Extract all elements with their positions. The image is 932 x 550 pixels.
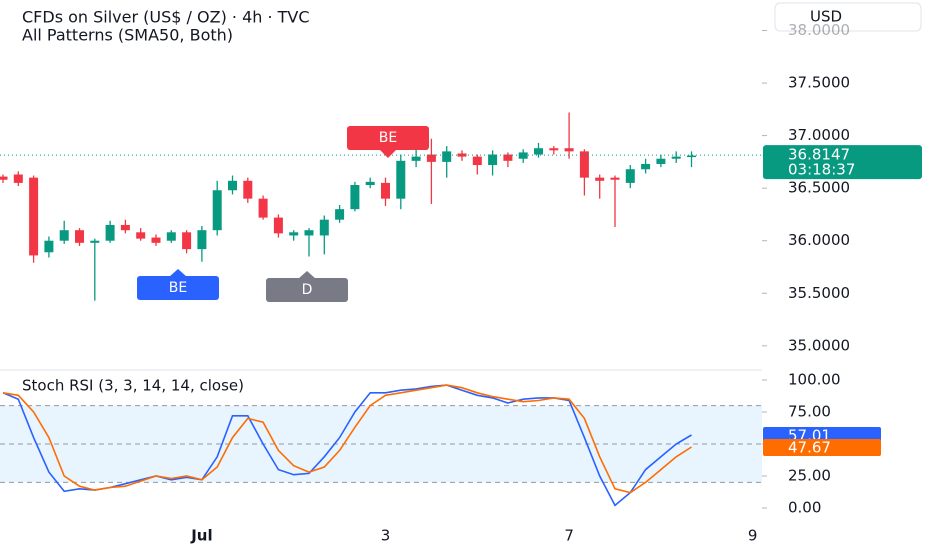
stoch-line [2, 384, 692, 494]
y-tick-label: 35.0000 [788, 336, 850, 354]
candle-body [518, 152, 528, 159]
x-tick-label: 9 [748, 527, 758, 545]
last-price-label: 36.8147 [788, 146, 850, 164]
candle-body [243, 180, 253, 199]
candle-body [13, 174, 23, 183]
candle-body [166, 232, 176, 241]
y-tick-label: 25.00 [788, 466, 831, 484]
candle-body [472, 156, 482, 166]
candle-body [335, 209, 345, 220]
pattern-text: D [302, 282, 313, 298]
y-tick-label: 75.00 [788, 402, 831, 420]
candle-body [671, 156, 681, 159]
candle-body [182, 232, 192, 250]
candle-body [105, 224, 115, 241]
pattern-box [137, 276, 219, 300]
candle-body [442, 151, 452, 162]
candle-body [503, 154, 513, 161]
candle-body [457, 153, 467, 157]
candle-body [136, 232, 146, 239]
candle-body [258, 198, 268, 218]
candle-body [90, 240, 100, 243]
last-price-box [763, 145, 922, 180]
candle-body [120, 224, 130, 231]
candle-body [564, 148, 574, 152]
candle-body [212, 190, 222, 231]
indicator-title: Stoch RSI (3, 3, 14, 14, close) [22, 377, 244, 395]
candle-body [197, 230, 207, 250]
currency-label[interactable]: USD [810, 8, 842, 26]
candle-body [304, 230, 314, 236]
pattern-label: D [266, 271, 348, 302]
chart-title: CFDs on Silver (US$ / OZ) · 4h · TVC [22, 8, 310, 27]
y-tick-label: 36.5000 [788, 179, 850, 197]
candle-body [687, 155, 696, 158]
candle-body [549, 148, 559, 151]
y-tick-label: 100.00 [788, 370, 841, 388]
candle-body [534, 148, 543, 155]
pattern-pointer [298, 271, 316, 279]
y-tick-label: 35.5000 [788, 284, 850, 302]
chart-subtitle: All Patterns (SMA50, Both) [22, 26, 233, 45]
pattern-text: BE [379, 130, 397, 146]
pattern-box [266, 278, 348, 302]
x-tick-label: Jul [190, 527, 212, 545]
candle-body [488, 154, 498, 166]
pattern-label: BE [137, 269, 219, 300]
candle-body [411, 156, 421, 161]
stoch-line [2, 384, 692, 507]
pattern-text: BE [169, 280, 187, 296]
y-tick-label: 0.00 [788, 498, 821, 516]
pattern-label: BE [347, 126, 429, 158]
y-tick-label: 38.0000 [788, 21, 850, 39]
x-tick-label: 7 [564, 527, 574, 545]
candle-body [610, 177, 620, 180]
candle-body [656, 158, 666, 164]
candle-body [381, 182, 390, 199]
pattern-pointer [379, 149, 397, 158]
candle-body [0, 176, 8, 180]
candle-body [289, 232, 299, 236]
candle-body [579, 151, 589, 178]
pattern-box [347, 126, 429, 150]
y-tick-label: 36.0000 [788, 231, 850, 249]
candle-body [44, 240, 54, 253]
value-label: 47.67 [788, 438, 831, 456]
candle-body [365, 181, 375, 185]
candle-body [641, 163, 651, 170]
candle-body [350, 185, 360, 210]
y-tick-label: 37.0000 [788, 126, 850, 144]
countdown-label: 03:18:37 [788, 161, 855, 179]
candle-body [59, 230, 69, 241]
candle-body [396, 160, 406, 199]
x-tick-label: 3 [381, 527, 391, 545]
y-tick-label: 37.5000 [788, 74, 850, 92]
currency-button[interactable] [774, 2, 922, 32]
value-box [763, 438, 881, 456]
candle-body [625, 169, 635, 183]
pattern-pointer [169, 269, 187, 277]
candle-body [595, 177, 605, 181]
candle-body [228, 180, 237, 191]
candle-body [319, 219, 329, 236]
candle-body [29, 177, 39, 256]
candle-body [151, 237, 161, 243]
candle-body [75, 230, 84, 243]
candle-body [273, 217, 283, 234]
candle-body [426, 154, 436, 162]
